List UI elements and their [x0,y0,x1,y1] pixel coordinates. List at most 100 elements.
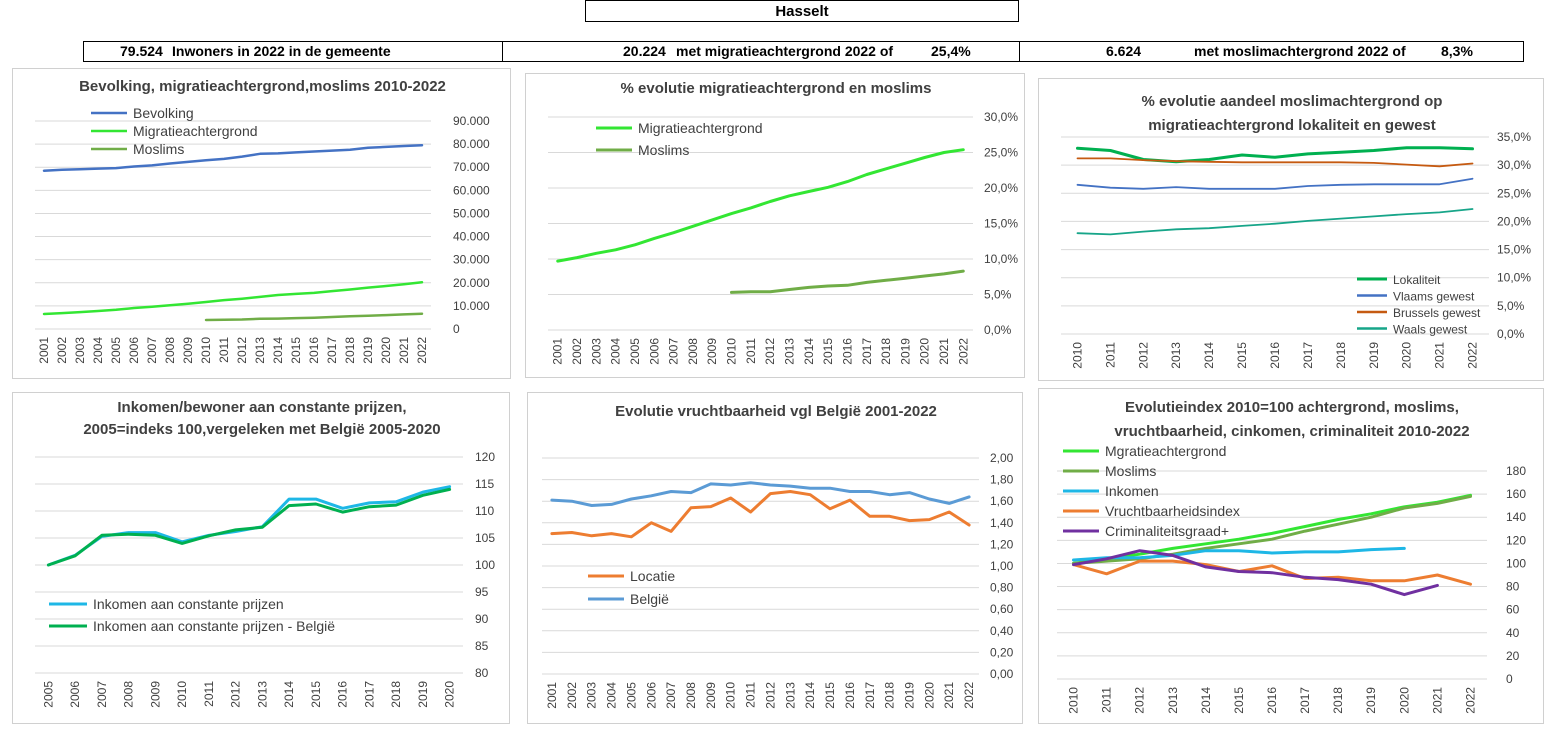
x-tick-label: 2008 [686,338,700,365]
legend-label: Vruchtbaarheidsindex [1105,503,1240,519]
chart-title: 2005=indeks 100,vergeleken met België 20… [83,421,440,438]
legend-label: Inkomen aan constante prijzen [93,596,284,612]
y-tick-label: 5,0% [1497,299,1525,313]
x-tick-label: 2007 [95,681,109,708]
y-tick-label: 10,0% [984,252,1018,266]
y-tick-label: 95 [475,585,489,599]
chart-title: % evolutie migratieachtergrond en moslim… [621,80,932,97]
x-tick-label: 2016 [1265,687,1279,714]
x-tick-label: 2004 [605,682,619,709]
y-tick-label: 0,60 [990,602,1014,616]
x-tick-label: 2011 [744,682,758,708]
y-tick-label: 110 [475,504,494,518]
x-tick-label: 2017 [325,337,339,364]
legend-label: Migratieachtergrond [638,120,763,136]
legend-label: België [630,591,669,607]
x-tick-label: 2006 [644,682,658,709]
stat-migration-label: met migratieachtergrond 2022 of [676,43,894,59]
y-tick-label: 70.000 [453,160,490,174]
legend-label: Moslims [1105,463,1156,479]
series-line-3 [1072,546,1406,562]
chart-title: vruchtbaarheid, cinkomen, criminaliteit … [1114,423,1469,440]
legend-label: Bevolking [133,105,194,121]
x-tick-label: 2012 [763,338,777,365]
x-tick-label: 2012 [235,337,249,364]
y-tick-label: 50.000 [453,206,490,220]
x-tick-label: 2012 [763,682,777,709]
x-tick-label: 2015 [309,681,323,708]
chart-index-svg: Evolutieindex 2010=100 achtergrond, mosl… [1057,399,1526,714]
stat-migration-count: 20.224 [623,43,666,59]
chart-pct-migration-svg: % evolutie migratieachtergrond en moslim… [548,80,1018,365]
stat-muslim: 6.624 met moslimachtergrond 2022 of 8,3% [1019,41,1524,62]
chart-muslim-share: % evolutie aandeel moslimachtergrond op m… [1038,78,1544,381]
legend-label: Waals gewest [1393,323,1468,337]
y-tick-label: 5,0% [984,288,1012,302]
y-tick-label: 100 [475,558,495,572]
x-tick-label: 2001 [545,682,559,709]
stat-muslim-label: met moslimachtergrond 2022 of [1194,43,1406,59]
y-tick-label: 15,0% [1497,243,1531,257]
x-tick-label: 2010 [724,682,738,709]
x-tick-label: 2010 [1067,687,1081,714]
chart-index: Evolutieindex 2010=100 achtergrond, mosl… [1038,388,1544,724]
x-tick-label: 2003 [73,337,87,364]
x-tick-label: 2017 [1298,687,1312,714]
y-tick-label: 20.000 [453,276,490,290]
x-tick-label: 2020 [922,682,936,709]
x-tick-label: 2015 [1232,687,1246,714]
x-tick-label: 2021 [1433,342,1447,369]
x-tick-label: 2017 [863,682,877,709]
y-tick-label: 25,0% [1497,186,1531,200]
legend-label: Mgratieachtergrond [1105,443,1226,459]
y-tick-label: 1,00 [990,559,1014,573]
x-tick-label: 2018 [389,681,403,708]
x-tick-label: 2015 [823,682,837,709]
x-tick-label: 2019 [361,337,375,364]
y-tick-label: 90 [475,612,489,626]
y-tick-label: 1,80 [990,473,1014,487]
x-tick-label: 2014 [282,681,296,708]
x-tick-label: 2013 [1169,342,1183,369]
x-tick-label: 2018 [343,337,357,364]
y-tick-label: 60.000 [453,183,490,197]
y-tick-label: 30.000 [453,253,490,267]
legend-label: Brussels gewest [1393,306,1481,320]
y-tick-label: 30,0% [1497,158,1531,172]
x-tick-label: 2009 [148,681,162,708]
x-tick-label: 2020 [379,337,393,364]
y-tick-label: 25,0% [984,146,1018,160]
x-tick-label: 2005 [109,337,123,364]
y-tick-label: 10.000 [453,299,490,313]
series-line-2 [46,487,452,567]
y-tick-label: 2,00 [990,451,1014,465]
x-tick-label: 2006 [127,337,141,364]
x-tick-label: 2015 [289,337,303,364]
y-tick-label: 1,40 [990,516,1014,530]
x-tick-label: 2013 [253,337,267,364]
x-tick-label: 2013 [1166,687,1180,714]
x-tick-label: 2022 [962,682,976,709]
x-tick-label: 2017 [860,338,874,365]
y-tick-label: 60 [1506,603,1520,617]
legend-label: Inkomen [1105,483,1159,499]
series-line-1 [42,143,424,172]
chart-fertility: Evolutie vruchtbaarheid vgl België 2001-… [527,392,1023,724]
y-tick-label: 40 [1506,626,1520,640]
x-tick-label: 2003 [585,682,599,709]
chart-population-svg: Bevolking, migratieachtergrond,moslims 2… [35,78,490,364]
y-tick-label: 20,0% [1497,214,1531,228]
x-tick-label: 2014 [1202,342,1216,369]
x-tick-label: 2011 [1100,687,1114,713]
chart-population: Bevolking, migratieachtergrond,moslims 2… [12,68,511,379]
x-tick-label: 2022 [415,337,429,364]
stat-inhabitants-label: Inwoners in 2022 in de gemeente [172,43,391,59]
x-tick-label: 2017 [1301,342,1315,369]
x-tick-label: 2020 [1397,687,1411,714]
series-line-1 [550,490,971,539]
x-tick-label: 2011 [1103,342,1117,368]
x-tick-label: 2001 [37,337,51,364]
y-tick-label: 0,0% [1497,327,1525,341]
x-tick-label: 2016 [336,681,350,708]
x-tick-label: 2012 [229,681,243,708]
